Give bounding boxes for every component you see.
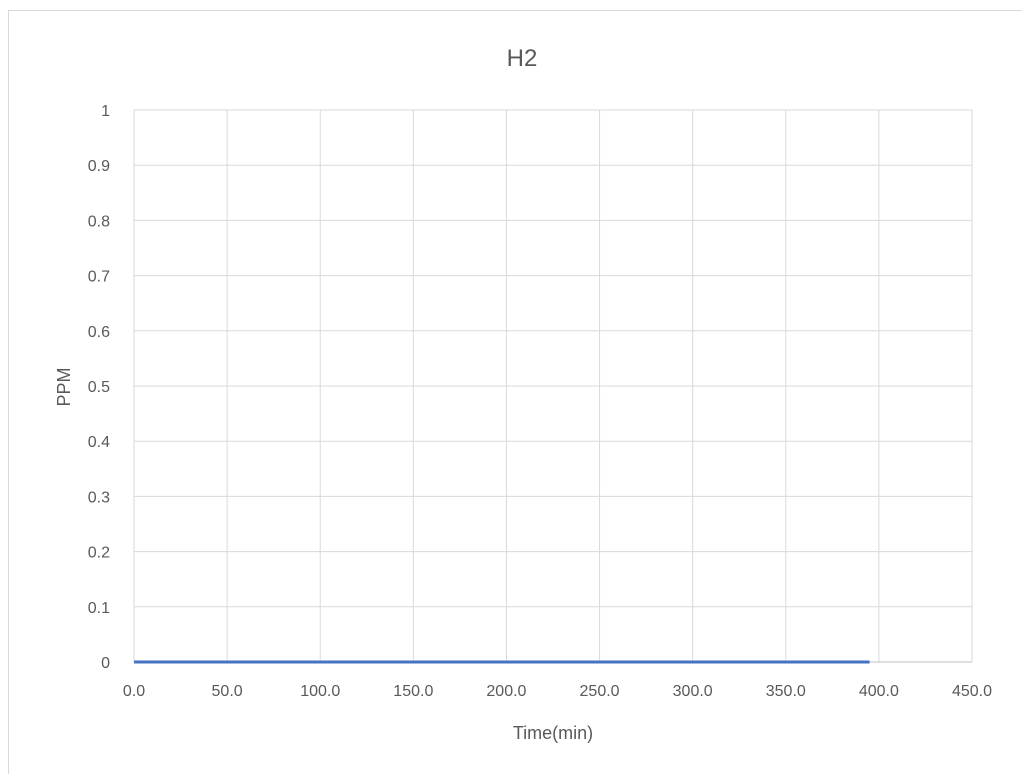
chart-title: H2 — [507, 45, 538, 72]
x-tick-label: 100.0 — [300, 683, 340, 700]
y-tick-label: 1 — [101, 103, 110, 120]
x-tick-label: 0.0 — [123, 683, 145, 700]
y-tick-label: 0.7 — [88, 269, 110, 286]
x-tick-label: 350.0 — [766, 683, 806, 700]
y-tick-label: 0.6 — [88, 324, 110, 341]
y-tick-label: 0.2 — [88, 545, 110, 562]
x-tick-label: 200.0 — [486, 683, 526, 700]
x-tick-label: 300.0 — [673, 683, 713, 700]
x-tick-label: 150.0 — [393, 683, 433, 700]
y-tick-label: 0.8 — [88, 213, 110, 230]
x-tick-label: 50.0 — [212, 683, 243, 700]
y-tick-label: 0.4 — [88, 434, 110, 451]
x-tick-label: 250.0 — [580, 683, 620, 700]
y-tick-label: 0.9 — [88, 158, 110, 175]
y-tick-label: 0.1 — [88, 600, 110, 617]
x-tick-label: 400.0 — [859, 683, 899, 700]
y-tick-label: 0.3 — [88, 489, 110, 506]
grid — [133, 109, 973, 662]
x-axis-title: Time(min) — [513, 723, 593, 743]
chart-area — [8, 10, 1022, 774]
y-tick-label: 0 — [101, 655, 110, 672]
y-axis-title: PPM — [54, 367, 74, 406]
labels: H2 Time(min) PPM 0 0.1 0.2 0.3 0.4 0.5 0.6 0.7 0… — [54, 45, 992, 743]
y-tick-label: 0.5 — [88, 379, 110, 396]
x-tick-label: 450.0 — [952, 683, 992, 700]
